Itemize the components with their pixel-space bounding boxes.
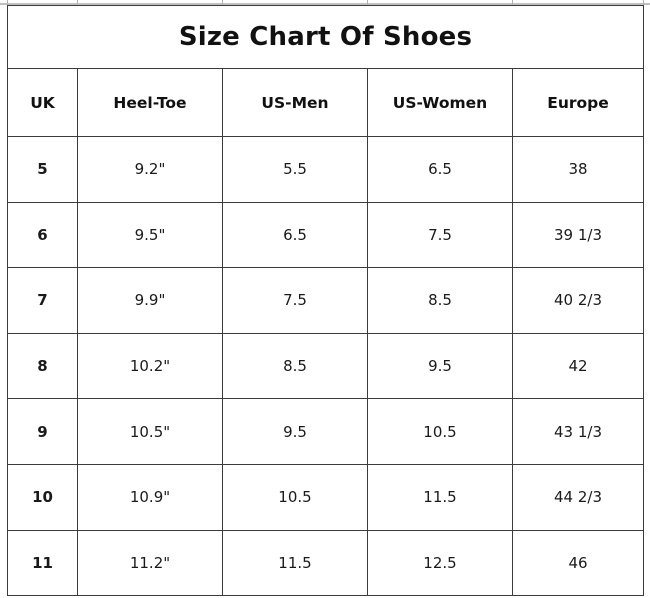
column-header-us-women: US-Women (367, 68, 513, 137)
strip-tick (222, 0, 223, 5)
table-row: 9 10.5" 9.5 10.5 43 1/3 (7, 398, 644, 465)
column-header-europe: Europe (512, 68, 644, 137)
strip-tick (367, 0, 368, 5)
cell-europe: 42 (512, 332, 644, 400)
cell-europe: 39 1/3 (512, 201, 644, 269)
cell-us-women: 9.5 (367, 332, 513, 400)
table-row: 8 10.2" 8.5 9.5 42 (7, 332, 644, 400)
cell-us-men: 9.5 (222, 398, 368, 465)
cell-us-women: 12.5 (367, 529, 513, 597)
cell-heel-toe: 10.5" (77, 398, 223, 465)
cell-europe: 43 1/3 (512, 398, 644, 465)
cell-heel-toe: 10.2" (77, 332, 223, 400)
table-row: 11 11.2" 11.5 12.5 46 (7, 529, 644, 597)
page-title: Size Chart Of Shoes (7, 5, 644, 69)
cell-heel-toe: 11.2" (77, 529, 223, 597)
cell-europe: 44 2/3 (512, 463, 644, 531)
strip-tick (7, 0, 8, 5)
cell-us-women: 11.5 (367, 463, 513, 531)
table-row: 5 9.2" 5.5 6.5 38 (7, 136, 644, 203)
cell-us-men: 8.5 (222, 332, 368, 400)
cell-uk: 6 (7, 201, 78, 269)
clipped-table-strip (0, 0, 650, 5)
table-row: 6 9.5" 6.5 7.5 39 1/3 (7, 201, 644, 269)
title-row: Size Chart Of Shoes (7, 5, 644, 69)
cell-us-men: 6.5 (222, 201, 368, 269)
column-header-uk: UK (7, 68, 78, 137)
cell-uk: 7 (7, 267, 78, 334)
cell-us-men: 7.5 (222, 267, 368, 334)
cell-heel-toe: 10.9" (77, 463, 223, 531)
cell-us-men: 11.5 (222, 529, 368, 597)
cell-heel-toe: 9.2" (77, 136, 223, 203)
size-chart-table: Size Chart Of Shoes UK Heel-Toe US-Men U… (7, 5, 644, 597)
cell-us-women: 6.5 (367, 136, 513, 203)
table-row: 10 10.9" 10.5 11.5 44 2/3 (7, 463, 644, 531)
cell-us-men: 5.5 (222, 136, 368, 203)
cell-europe: 38 (512, 136, 644, 203)
strip-tick (643, 0, 644, 5)
cell-europe: 46 (512, 529, 644, 597)
table-row: 7 9.9" 7.5 8.5 40 2/3 (7, 267, 644, 334)
cell-uk: 5 (7, 136, 78, 203)
cell-uk: 8 (7, 332, 78, 400)
column-header-us-men: US-Men (222, 68, 368, 137)
strip-tick (512, 0, 513, 5)
cell-uk: 11 (7, 529, 78, 597)
cell-us-women: 10.5 (367, 398, 513, 465)
cell-heel-toe: 9.5" (77, 201, 223, 269)
cell-heel-toe: 9.9" (77, 267, 223, 334)
cell-us-women: 7.5 (367, 201, 513, 269)
column-header-heel-toe: Heel-Toe (77, 68, 223, 137)
cell-uk: 10 (7, 463, 78, 531)
cell-europe: 40 2/3 (512, 267, 644, 334)
cell-us-men: 10.5 (222, 463, 368, 531)
header-row: UK Heel-Toe US-Men US-Women Europe (7, 68, 644, 137)
cell-uk: 9 (7, 398, 78, 465)
strip-tick (77, 0, 78, 5)
cell-us-women: 8.5 (367, 267, 513, 334)
